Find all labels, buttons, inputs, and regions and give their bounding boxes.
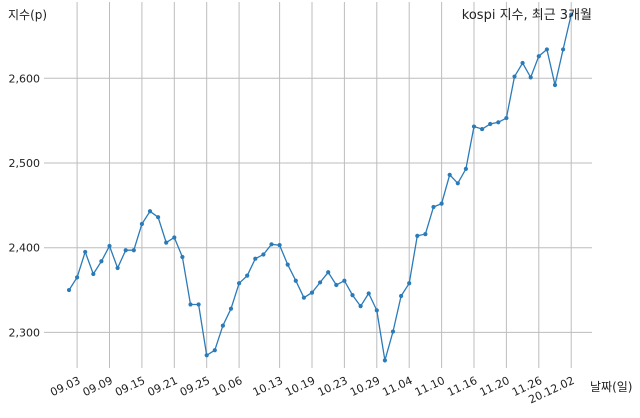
data-point [552,82,558,88]
data-point [285,262,290,267]
x-tick-label: 09.25 [178,374,212,399]
y-tick-label: 2,400 [9,242,41,255]
data-point [342,278,347,283]
y-tick-label: 2,600 [9,72,41,85]
data-point [123,248,128,253]
x-tick-label: 11.16 [445,374,479,399]
x-tick-label: 09.03 [48,374,82,399]
data-point [528,75,533,80]
data-point [75,275,80,280]
data-point [561,47,566,52]
data-point [131,248,136,253]
data-point [309,290,315,295]
data-point [83,249,88,255]
data-point [463,166,468,172]
x-tick-label: 10.19 [283,374,317,399]
data-point [480,126,485,132]
data-point [390,329,396,334]
data-point [488,121,493,127]
x-tick-label: 09.15 [113,374,147,399]
data-point [544,47,550,52]
data-point [471,124,477,129]
x-axis-label: 날짜(일) [590,380,632,394]
data-point [520,60,525,66]
series-layer [66,12,574,363]
x-tick-label: 11.10 [413,374,447,399]
data-point [107,243,112,249]
data-point [164,240,169,245]
data-point [334,282,339,288]
data-point [358,304,363,309]
data-point [366,291,371,296]
x-tick-label: 10.23 [316,374,350,399]
data-point [293,278,298,283]
data-point [399,293,404,299]
x-tick-label: 10.13 [251,374,285,399]
data-point [431,204,436,210]
x-tick-label: 11.04 [380,374,414,399]
data-point [220,323,225,328]
data-point [91,271,96,277]
data-point [212,348,217,353]
data-point [569,12,574,17]
data-point [204,353,209,358]
data-point [156,215,161,220]
y-tick-label: 2,300 [9,326,41,339]
y-tick-labels: 2,300 2,400 2,500 2,600 [9,72,41,339]
grid-layer [44,2,592,368]
x-tick-label: 09.21 [146,374,180,399]
data-point [439,201,444,206]
data-point [512,74,517,79]
series-line [68,14,572,361]
x-tick-label: 10.29 [348,374,382,399]
data-point [196,302,201,307]
data-point [253,256,258,261]
data-point [277,243,282,248]
data-point [147,209,153,214]
data-point [115,265,120,271]
x-tick-label: 09.09 [81,374,115,399]
data-point [269,242,274,247]
data-point [228,306,234,311]
x-tick-label: 11.20 [478,374,512,399]
data-point [237,281,242,286]
data-point [447,172,452,177]
data-point [326,270,331,275]
data-point [318,280,323,285]
data-point [536,54,541,59]
data-point [139,221,144,227]
data-point [188,302,193,307]
data-point [180,254,185,260]
data-point [172,235,177,240]
data-point [261,252,266,257]
data-point [374,308,379,313]
data-point [407,281,412,286]
data-point [423,232,428,237]
data-point [496,120,501,125]
data-point [415,233,420,238]
data-point [301,295,306,300]
chart-title: kospi 지수, 최근 3개월 [462,8,592,23]
y-axis-label: 지수(p) [8,8,47,22]
data-point [504,115,509,121]
data-point [350,293,355,298]
data-point [245,273,250,278]
data-point [66,287,72,293]
data-point [382,358,387,363]
x-tick-label: 10.06 [210,374,244,399]
y-tick-label: 2,500 [9,157,41,170]
data-point [455,181,460,186]
data-point [99,259,104,264]
